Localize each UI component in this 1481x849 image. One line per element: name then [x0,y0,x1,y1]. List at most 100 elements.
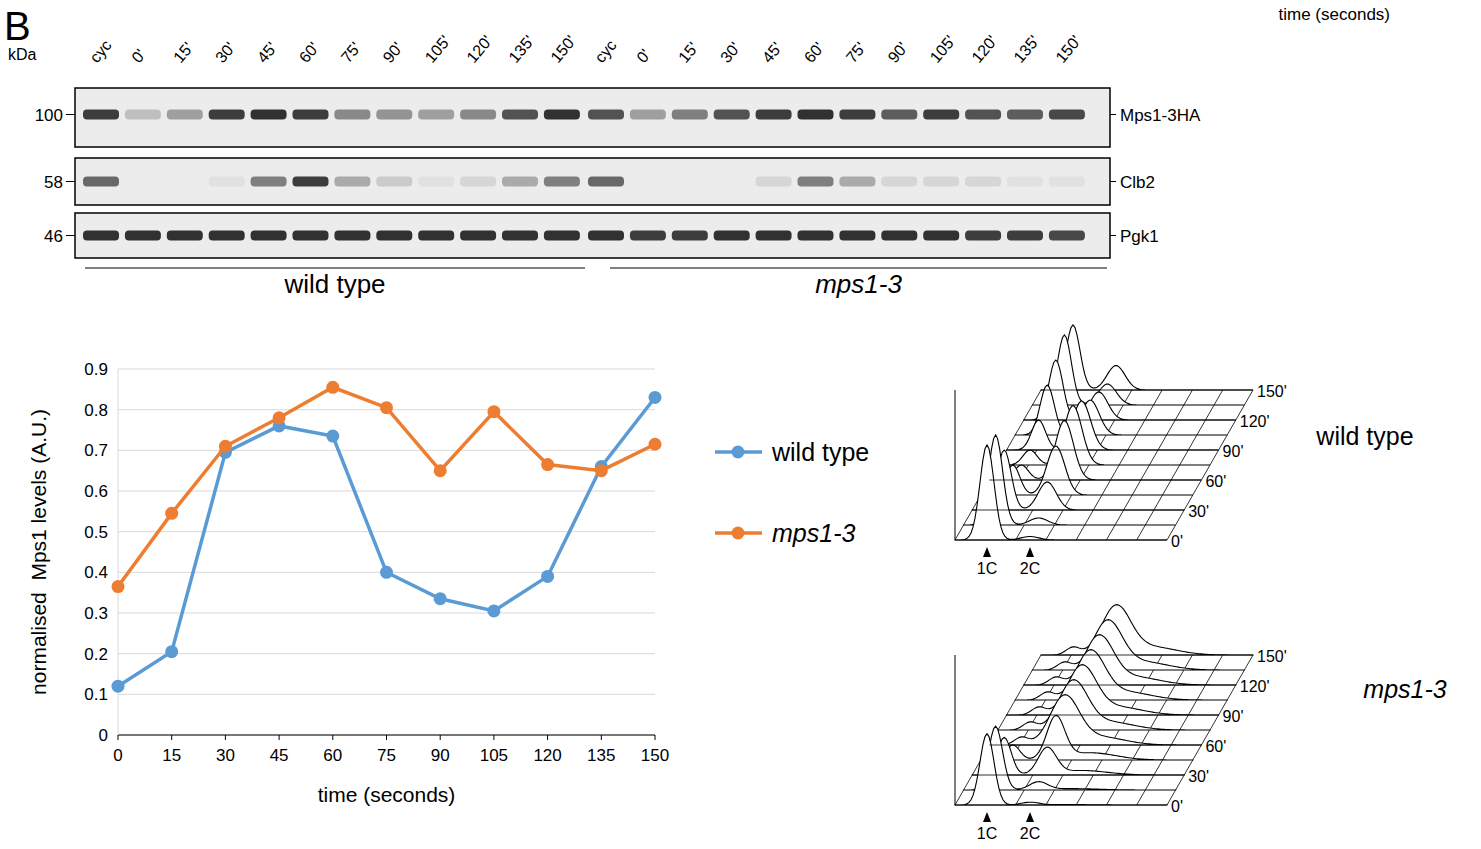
kda-tick [66,181,75,182]
facs-profile [1024,635,1236,685]
peak-label: 2C [1020,560,1040,577]
facs-time-line [1007,450,1219,451]
band [1007,177,1043,187]
band [460,110,496,120]
facs-profile [955,445,1167,540]
lane-label: 15' [675,39,701,66]
band [630,231,666,241]
lane-label: 45' [759,39,785,66]
x-tick [493,735,494,740]
facs-time-label: 60' [1205,738,1226,755]
facs-profile [1007,665,1219,715]
band [672,177,708,187]
band [376,231,412,241]
lane-label: 30' [717,39,743,66]
blot-strip [75,158,1110,205]
data-point [541,570,554,583]
band [1049,110,1085,120]
band [460,231,496,241]
facs-axis [955,390,956,540]
y-tick-label: 0.6 [84,482,108,501]
y-tick-label: 0.8 [84,401,108,420]
band [293,110,329,120]
facs-time-line [1007,715,1219,716]
band [334,231,370,241]
group-label: mps1-3 [815,269,902,299]
facs-time-label: 150' [1257,383,1287,400]
grid-line [118,531,655,532]
facs-profile [998,406,1210,465]
lane-label: 75' [843,39,869,66]
facs-time-line [1041,390,1253,391]
x-tick [547,735,548,740]
x-tick-label: 135 [587,746,615,765]
plot-area [112,381,662,693]
x-axis-title: time (seconds) [318,783,456,806]
peak-label: 1C [977,825,997,842]
grid-line [118,491,655,492]
facs-profile [1015,385,1227,435]
band [923,110,959,120]
facs-profile [1007,401,1219,450]
legend-label: wild type [771,438,869,466]
band [167,177,203,187]
kda-tick [66,114,75,115]
band [588,231,624,241]
peak-label: 1C [977,560,997,577]
band [83,177,119,187]
lane-label: 90' [885,39,911,66]
band [418,110,454,120]
x-tick-label: 105 [480,746,508,765]
data-point [380,566,393,579]
facs-panel: 0'30'60'90'120'150'1C2C [955,605,1287,842]
band [293,231,329,241]
band [965,110,1001,120]
data-point [165,645,178,658]
facs-time-line [1041,655,1253,656]
band [125,177,161,187]
lane-label: 15' [170,39,196,66]
group-label: wild type [283,269,385,299]
kda-value: 46 [44,227,63,246]
legend-label: mps1-3 [772,519,855,547]
band [923,231,959,241]
band [209,231,245,241]
band [167,110,203,120]
facs-time-line [972,775,1184,776]
x-tick [171,735,172,740]
band [125,231,161,241]
band [839,177,875,187]
band [376,110,412,120]
band [630,110,666,120]
lane-label: 135' [505,32,537,66]
band [544,177,580,187]
grid-line [118,613,655,614]
band [965,177,1001,187]
kda-label: kDa [8,46,37,63]
lane-label: 60' [801,39,827,66]
x-tick-label: 30 [216,746,235,765]
band [209,110,245,120]
facs-profile [1032,620,1244,670]
data-point [380,401,393,414]
lane-label: 45' [254,39,280,66]
x-tick [279,735,280,740]
data-point [649,438,662,451]
y-tick-label: 0.3 [84,604,108,623]
lane-label: cyc [86,37,114,66]
band [756,110,792,120]
band [714,110,750,120]
band [334,110,370,120]
y-tick-label: 0.1 [84,685,108,704]
row-tick [1110,181,1116,182]
band [672,110,708,120]
data-point [649,391,662,404]
data-point [165,507,178,520]
data-point [112,680,125,693]
facs-time-line [1024,420,1236,421]
facs-profile [955,734,1167,805]
facs-time-line [989,745,1201,746]
lane-label: 0' [633,46,654,66]
band [839,231,875,241]
facs-time-label: 30' [1188,768,1209,785]
